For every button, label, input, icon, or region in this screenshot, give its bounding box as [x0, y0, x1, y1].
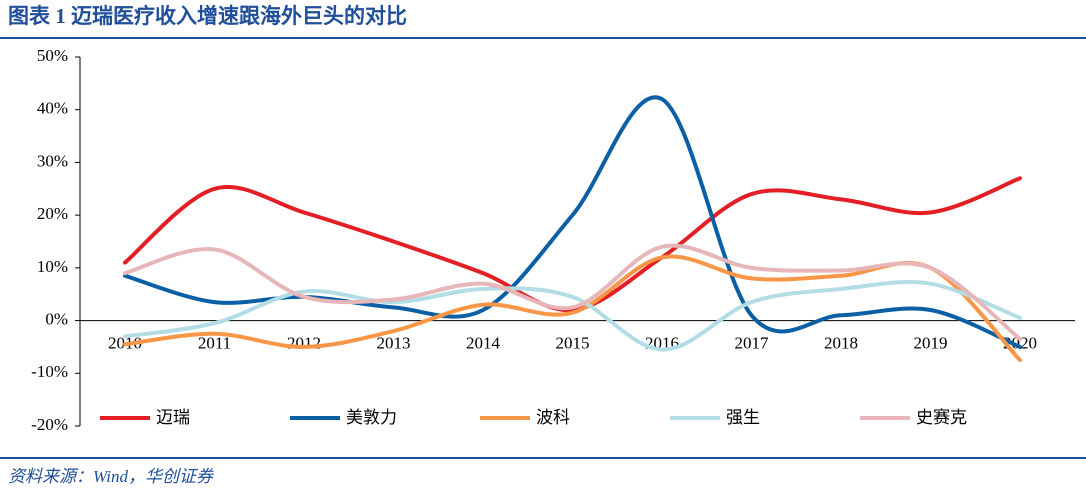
chart-title: 图表 1 迈瑞医疗收入增速跟海外巨头的对比 [8, 4, 407, 28]
legend-label: 波科 [536, 408, 570, 428]
legend-label: 迈瑞 [156, 408, 190, 428]
series-line [123, 280, 1022, 352]
y-tick-label: 20% [37, 204, 68, 223]
y-tick-label: 10% [37, 257, 68, 276]
y-tick-label: 0% [45, 309, 68, 328]
y-tick-label: 40% [37, 99, 68, 118]
x-tick-label: 2014 [466, 333, 501, 352]
x-tick-label: 2013 [377, 333, 411, 352]
x-tick-label: 2017 [735, 333, 770, 352]
x-tick-label: 2012 [287, 333, 321, 352]
y-tick-label: -10% [31, 362, 68, 381]
legend-label: 史赛克 [916, 407, 967, 428]
x-tick-label: 2011 [198, 333, 231, 352]
series-line [123, 243, 1022, 342]
source: 资料来源：Wind，华创证券 [8, 467, 215, 486]
y-tick-label: 30% [37, 151, 68, 170]
legend-label: 强生 [726, 408, 760, 428]
legend-label: 美敦力 [346, 408, 397, 428]
x-tick-label: 2015 [556, 333, 590, 352]
y-tick-label: 50% [37, 46, 68, 65]
x-tick-label: 2019 [914, 333, 948, 352]
x-tick-label: 2018 [824, 333, 858, 352]
series-line [123, 176, 1022, 313]
y-tick-label: -20% [31, 415, 68, 434]
